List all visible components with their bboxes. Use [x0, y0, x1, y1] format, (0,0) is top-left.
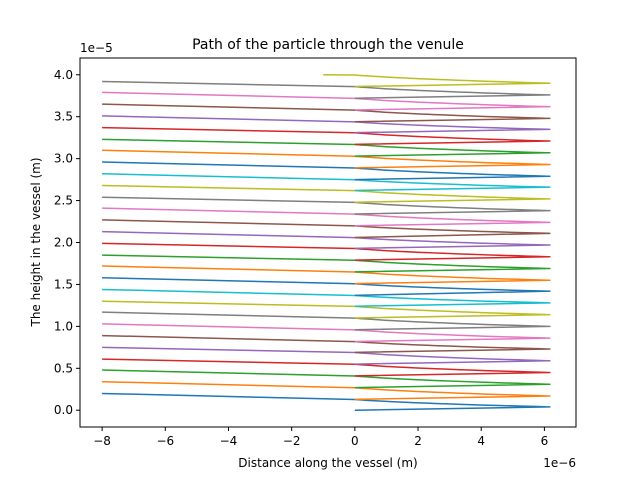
series-path-27 — [102, 91, 551, 111]
x-axis: −8 −6 −4 −2 0 2 4 6 — [93, 427, 548, 448]
y-tick-label: 0.5 — [54, 361, 73, 375]
series-path-15 — [102, 230, 551, 250]
series-path-20 — [102, 172, 551, 192]
y-axis-offset-label: 1e−5 — [80, 41, 113, 55]
series-path-13 — [102, 254, 551, 273]
x-tick-label: −2 — [283, 434, 301, 448]
x-tick-label: 0 — [351, 434, 359, 448]
y-tick-label: 0.0 — [54, 403, 73, 417]
x-axis-label: Distance along the vessel (m) — [238, 456, 417, 470]
series-layer — [102, 74, 551, 411]
y-tick-label: 1.5 — [54, 277, 73, 291]
series-path-14 — [102, 242, 551, 261]
series-path-29 — [323, 74, 551, 88]
series-path-8 — [102, 311, 551, 331]
y-tick-label: 1.0 — [54, 319, 73, 333]
series-path-25 — [102, 115, 551, 134]
series-path-2 — [102, 380, 551, 401]
series-path-1 — [102, 392, 551, 411]
y-tick-label: 2.0 — [54, 236, 73, 250]
series-path-24 — [102, 126, 551, 146]
series-path-21 — [102, 161, 551, 181]
x-tick-label: −6 — [156, 434, 174, 448]
series-path-12 — [102, 265, 551, 285]
series-path-18 — [102, 196, 551, 215]
series-path-7 — [102, 323, 551, 343]
y-tick-label: 4.0 — [54, 68, 73, 82]
y-tick-label: 3.0 — [54, 152, 73, 166]
series-path-17 — [102, 207, 551, 227]
series-path-28 — [102, 80, 551, 100]
x-axis-offset-label: 1e−6 — [543, 456, 576, 470]
x-tick-label: 6 — [541, 434, 549, 448]
series-path-11 — [102, 276, 551, 297]
x-tick-label: −4 — [220, 434, 238, 448]
series-path-9 — [102, 300, 551, 319]
series-path-6 — [102, 334, 551, 354]
x-tick-label: 2 — [414, 434, 422, 448]
x-tick-label: 4 — [477, 434, 485, 448]
series-path-22 — [102, 149, 551, 169]
series-path-26 — [102, 103, 551, 123]
series-path-23 — [102, 138, 551, 157]
series-path-3 — [102, 369, 551, 389]
y-tick-label: 2.5 — [54, 194, 73, 208]
chart-title: Path of the particle through the venule — [192, 37, 464, 53]
series-path-16 — [102, 219, 551, 239]
y-axis: 0.0 0.5 1.0 1.5 2.0 2.5 3.0 3.5 4.0 — [54, 68, 80, 417]
x-tick-label: −8 — [93, 434, 111, 448]
y-axis-label: The height in the vessel (m) — [29, 157, 43, 327]
series-path-10 — [102, 288, 551, 307]
series-path-4 — [102, 358, 551, 377]
y-tick-label: 3.5 — [54, 110, 73, 124]
series-path-5 — [102, 346, 551, 365]
series-path-19 — [102, 184, 551, 203]
